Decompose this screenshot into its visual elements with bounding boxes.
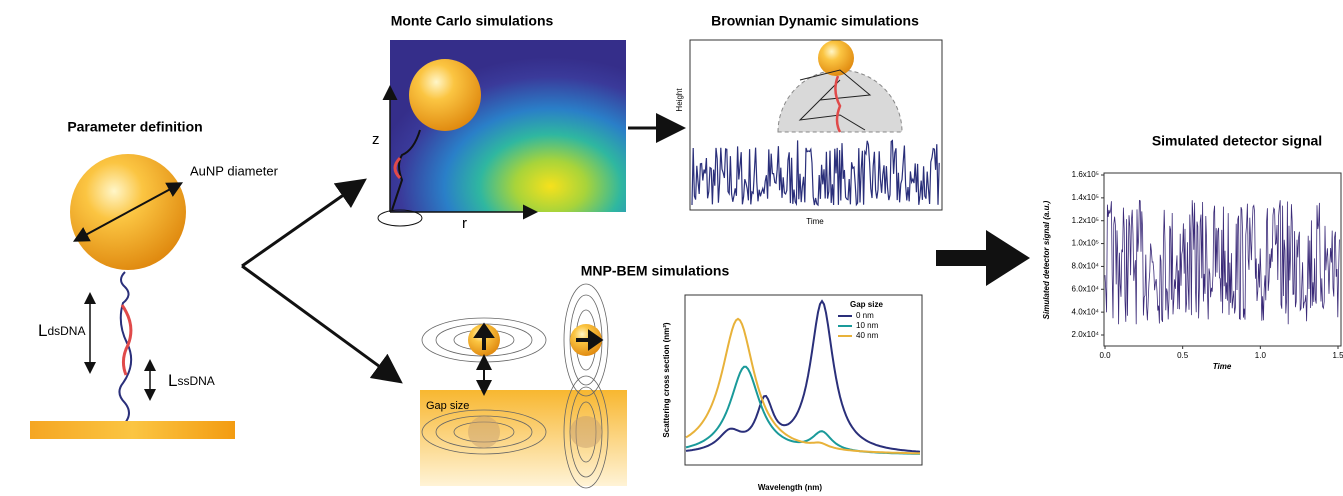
- y-tick-label: 1.6x10⁵: [1072, 170, 1099, 179]
- axis-label: Simulated detector signal (a.u.): [1042, 200, 1051, 319]
- panel-title: Brownian Dynamic simulations: [711, 13, 919, 29]
- dna-strand: [391, 129, 421, 211]
- spectrum: [685, 299, 921, 453]
- axis-label: Wavelength (nm): [758, 483, 822, 492]
- nanoparticle: [409, 59, 481, 131]
- dna-highlight: [120, 304, 133, 376]
- arrow: [241, 178, 367, 268]
- axis-label: Scattering cross section (nm²): [662, 322, 671, 437]
- ss-label: LssDNA: [168, 371, 215, 390]
- image-particle: [570, 416, 602, 448]
- dna-strand: [118, 271, 133, 424]
- ds-label: LdsDNA: [38, 321, 85, 340]
- dna-highlight: [834, 75, 842, 133]
- panel-title: Parameter definition: [67, 119, 202, 135]
- image-particle: [468, 416, 500, 448]
- dipole-arrow: [473, 322, 495, 350]
- plot-frame: [684, 294, 923, 466]
- axis-label: Time: [1213, 362, 1232, 371]
- y-tick-label: 1.2x10⁵: [1072, 216, 1099, 225]
- diameter-label: AuNP diameter: [190, 163, 279, 178]
- height-trace: [691, 139, 940, 207]
- ds-main: L: [38, 321, 47, 340]
- x-tick-label: 0.0: [1099, 351, 1111, 360]
- spectrum: [685, 365, 920, 455]
- detector-trace: [1104, 199, 1340, 325]
- ds-sub: dsDNA: [47, 324, 85, 338]
- parameter-panel: Parameter definition AuNP diameter LdsDN…: [30, 119, 279, 439]
- dna-highlight: [393, 156, 402, 180]
- arrow: [241, 264, 403, 384]
- trace: [1104, 199, 1340, 325]
- legend-label: 0 nm: [856, 311, 874, 320]
- ss-sub: ssDNA: [177, 374, 214, 388]
- y-tick-label: 4.0x10⁴: [1072, 307, 1100, 316]
- spectra: [685, 299, 921, 455]
- x-tick-label: 0.5: [1177, 351, 1189, 360]
- monte-carlo-panel: Monte Carlo simulations z r: [372, 13, 626, 232]
- y-tick-label: 1.0x10⁵: [1072, 239, 1099, 248]
- x-tick-label: 1.0: [1255, 351, 1267, 360]
- legend-label: 40 nm: [856, 331, 879, 340]
- y-tick-label: 6.0x10⁴: [1072, 284, 1100, 293]
- diameter-arrow: [72, 182, 184, 242]
- trace: [691, 139, 940, 207]
- y-tick-label: 8.0x10⁴: [1072, 262, 1100, 271]
- axis-label: Time: [806, 217, 824, 226]
- spectrum: [685, 317, 920, 455]
- axis-label: z: [372, 131, 380, 148]
- hemisphere: [777, 69, 903, 133]
- gap-label: Gap size: [426, 400, 469, 412]
- panel-title: Simulated detector signal: [1152, 133, 1322, 149]
- plot-frame: [1103, 172, 1342, 347]
- axes: 1.6x10⁵ 1.4x10⁵ 1.2x10⁵ 1.0x10⁵ 8.0x10⁴ 6.0x1…: [1072, 170, 1343, 360]
- y-tick-label: 2.0x10⁴: [1072, 330, 1100, 339]
- panel-title: Monte Carlo simulations: [391, 13, 554, 29]
- legend-title: Gap size: [850, 300, 883, 309]
- nanoparticle: [818, 40, 854, 76]
- ss-main: L: [168, 371, 177, 390]
- axis-label: Height: [675, 88, 684, 112]
- mnp-bem-panel: MNP-BEM simulations Gap size Gap size 0 …: [420, 263, 923, 492]
- legend-label: 10 nm: [856, 321, 879, 330]
- x-tick-label: 1.5: [1332, 351, 1343, 360]
- dipole-arrow: [576, 329, 604, 351]
- substrate: [30, 421, 235, 439]
- detector-panel: Simulated detector signal 1.6x10⁵ 1.4x10⁵…: [1042, 133, 1343, 371]
- brownian-panel: Brownian Dynamic simulations Height Time: [675, 13, 943, 226]
- plot-frame: [689, 39, 943, 211]
- big-arrow: [936, 230, 1030, 286]
- panel-title: MNP-BEM simulations: [581, 263, 730, 279]
- axis-label: r: [462, 215, 467, 232]
- y-tick-label: 1.4x10⁵: [1072, 193, 1099, 202]
- rotation: [377, 209, 423, 227]
